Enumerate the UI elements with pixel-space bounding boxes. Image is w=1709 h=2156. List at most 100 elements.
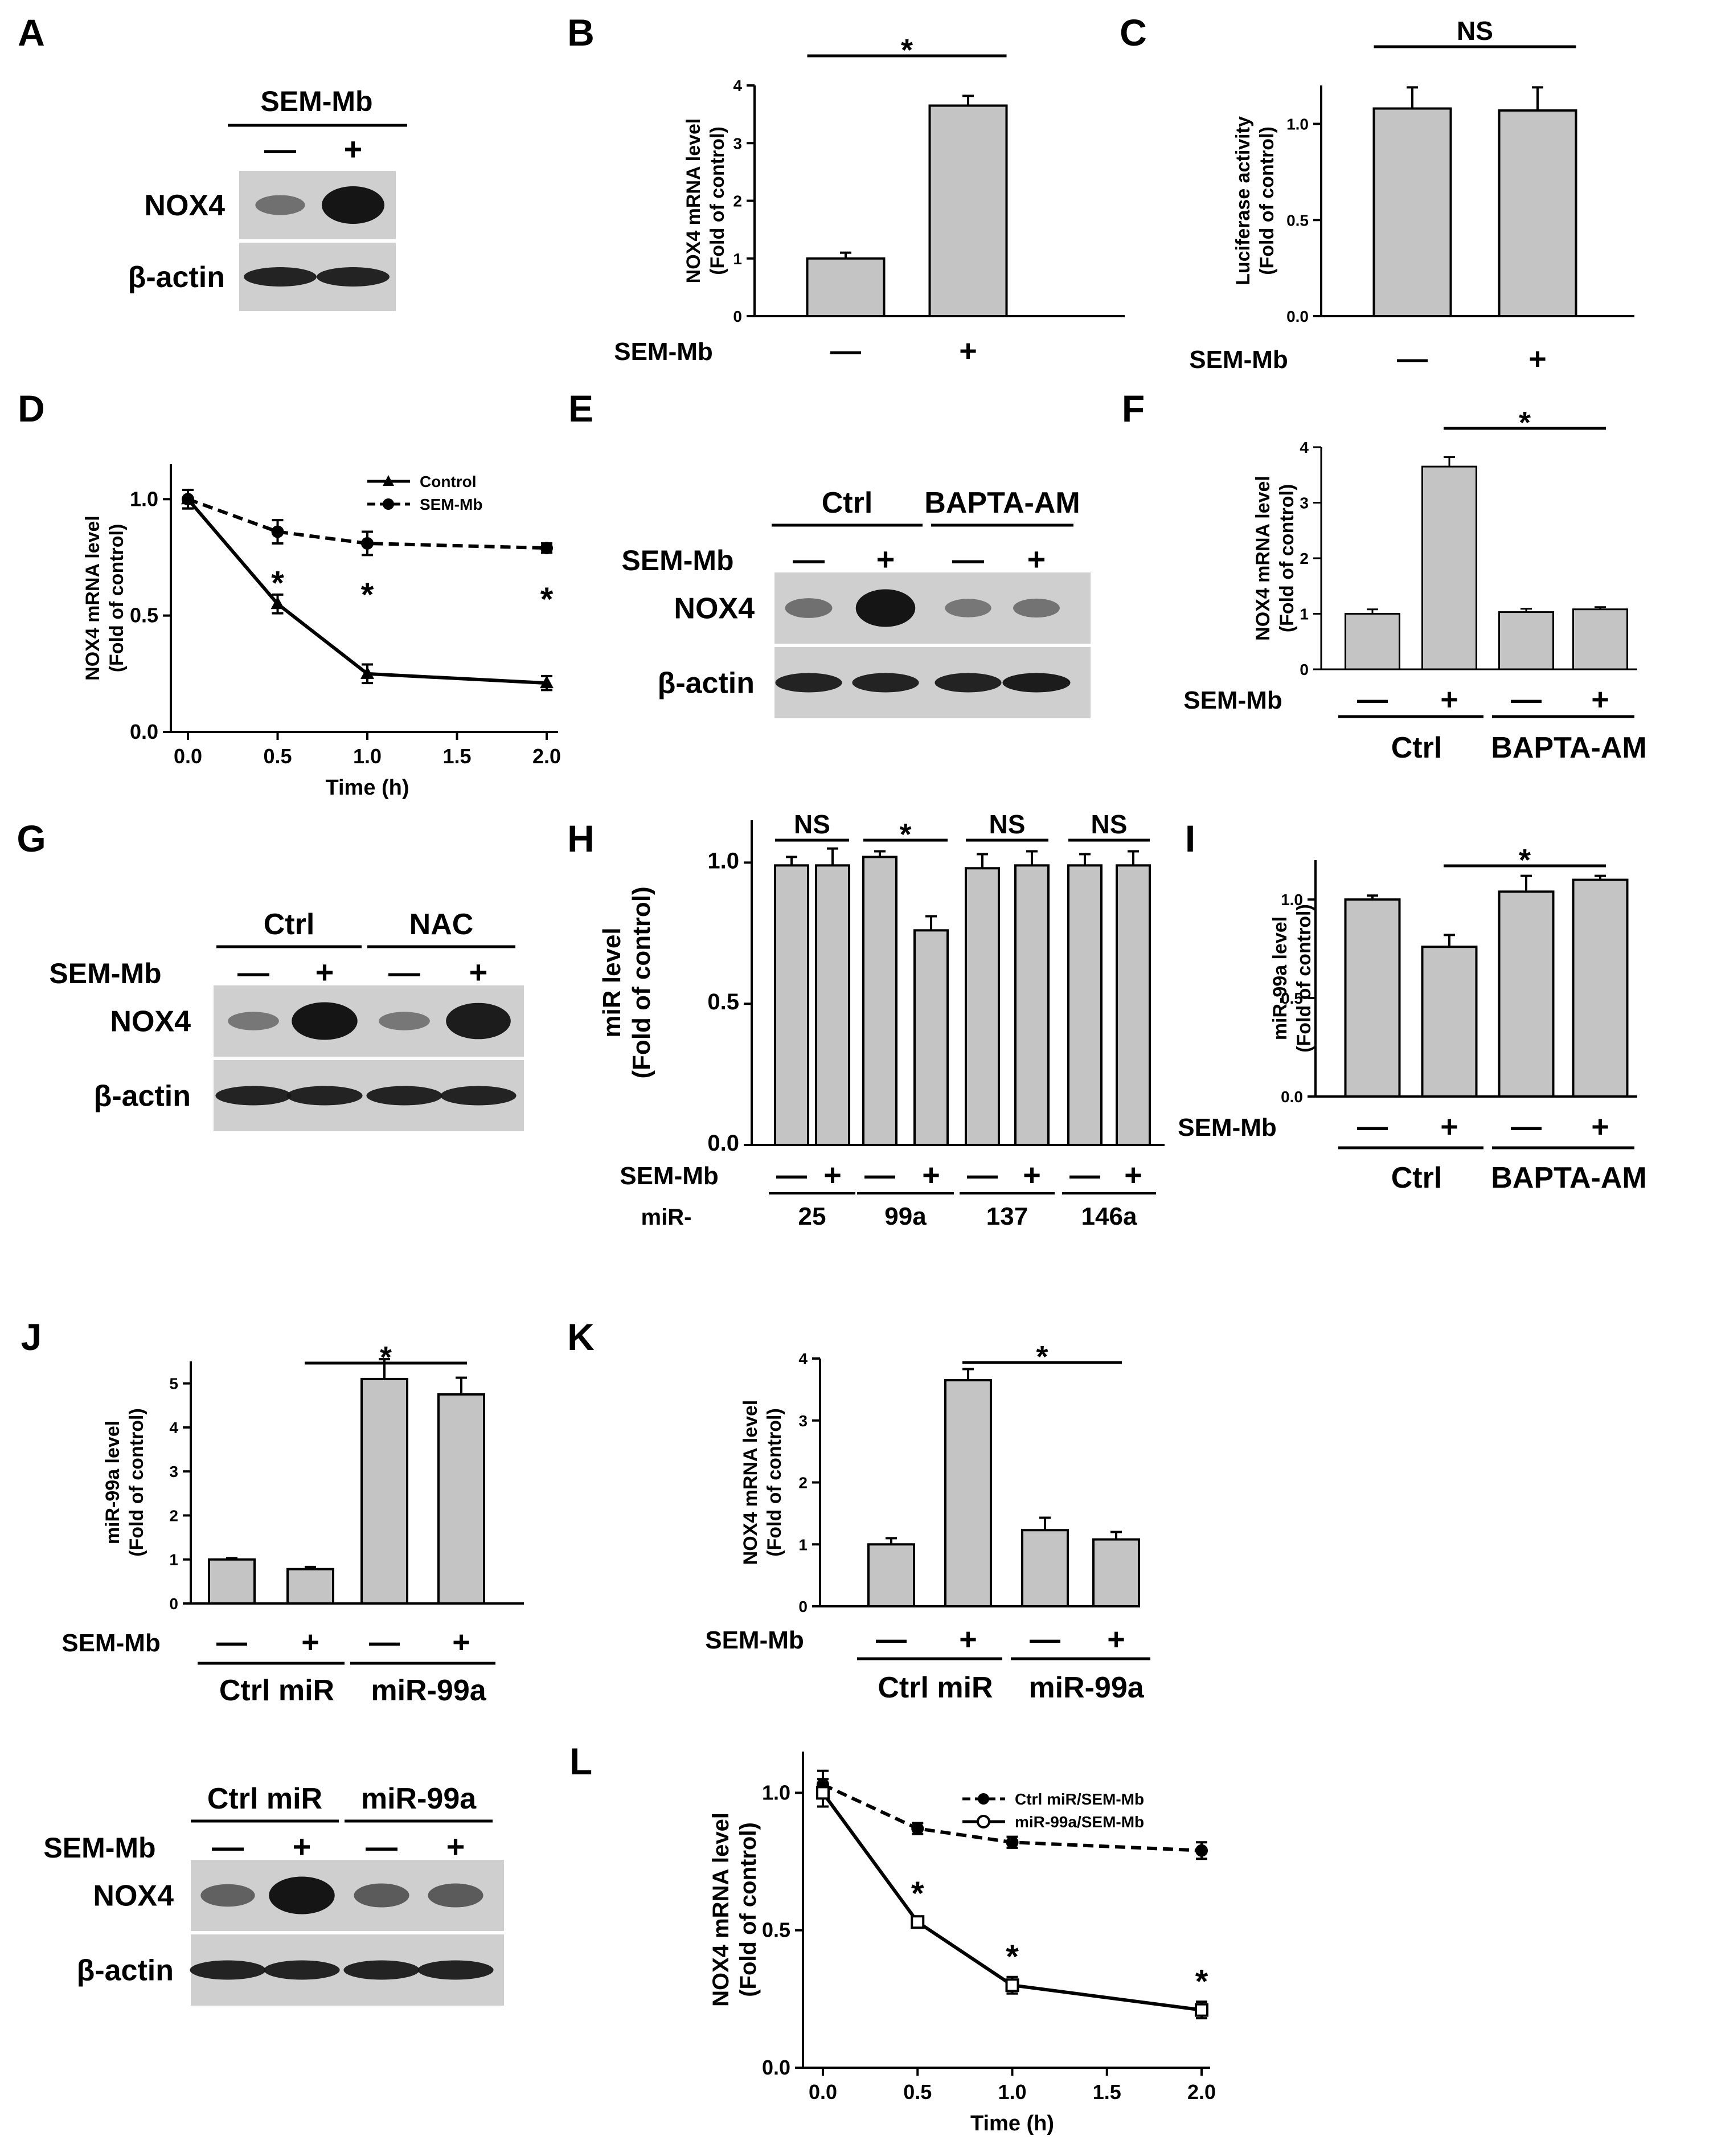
- point-l-1-3: [1195, 2003, 1208, 2017]
- treatment-label-f: SEM-Mb: [1183, 686, 1282, 714]
- ylabel-line1-d: NOX4 mRNA level: [82, 516, 104, 681]
- blot-band-j2-0-1: [269, 1876, 335, 1914]
- legend-marker-d-0: [383, 475, 394, 486]
- blot-band-g-0-1: [292, 1002, 358, 1040]
- blot-band-e-0-3: [1013, 598, 1060, 618]
- bar-h-5: [1014, 864, 1050, 1146]
- sig-label-h-3: NS: [1091, 809, 1128, 839]
- bar-b-0: [806, 257, 886, 317]
- blot-band-a-0-1: [322, 186, 384, 224]
- sig-label-c-0: NS: [1457, 16, 1493, 46]
- blot-band-a-1-1: [317, 267, 390, 287]
- ytick-label-d-2: 1.0: [130, 487, 158, 510]
- blot-j2: Ctrl miR miR-99a SEM-Mb — + — + NOX4 β-actin: [43, 1782, 504, 2006]
- ytick-label-i-2: 1.0: [1281, 891, 1303, 909]
- ytick-label-j-2: 2: [169, 1507, 178, 1524]
- blot-lane-g-1: +: [315, 954, 334, 990]
- legend-marker-l-1: [977, 1815, 990, 1828]
- legend-marker-d-1: [383, 498, 394, 510]
- blot-group-g-0: Ctrl: [264, 908, 315, 941]
- ylabel-line2-l: (Fold of control): [736, 1822, 761, 1997]
- ylabel-j: miR-99a level (Fold of control): [102, 1408, 147, 1557]
- panel-letter-k: K: [567, 1316, 595, 1358]
- ylabel-d: NOX4 mRNA level (Fold of control): [82, 516, 128, 681]
- ytick-label-h-0: 0.0: [707, 1131, 739, 1156]
- bar-i-3: [1572, 878, 1629, 1098]
- blot-row-label-g-1: β-actin: [94, 1080, 191, 1113]
- ytick-label-b-2: 2: [733, 193, 742, 210]
- bar-h-1: [815, 864, 850, 1146]
- chart-l: 0.0 0.5 1.0 0.0 0.5 1.0 1.5 2.0 Time (h) NOX4 mRN…: [708, 1752, 1216, 2135]
- treatment-h-5: +: [1023, 1158, 1041, 1192]
- sig-label-j-0: *: [380, 1340, 392, 1374]
- point-d-0-1: [271, 596, 285, 609]
- blot-band-g-0-2: [379, 1012, 430, 1030]
- bar-j-3: [437, 1393, 485, 1605]
- ytick-label-k-3: 3: [798, 1412, 808, 1430]
- blot-band-g-0-3: [446, 1003, 511, 1040]
- blot-band-e-0-0: [785, 598, 833, 618]
- blot-lane-e-0: —: [793, 541, 825, 577]
- blot-lane-g-3: +: [469, 954, 488, 990]
- blot-band-j2-0-0: [200, 1884, 255, 1907]
- point-d-0-2: [360, 666, 374, 679]
- blot-lane-e-1: +: [876, 541, 895, 577]
- point-d-0-3: [540, 676, 554, 689]
- blot-group-e-1: BAPTA-AM: [924, 486, 1080, 519]
- blot-row-label-e-1: β-actin: [658, 667, 755, 700]
- bar-b-1: [928, 104, 1008, 317]
- point-l-0-3: [1195, 1844, 1208, 1857]
- legend-label-d-0: Control: [420, 473, 477, 490]
- treatment-label-c: SEM-Mb: [1189, 346, 1288, 374]
- star-l-2: *: [1195, 1963, 1208, 2000]
- point-d-1-3: [540, 542, 553, 555]
- legend-label-l-1: miR-99a/SEM-Mb: [1015, 1813, 1144, 1831]
- treatment-k-3: +: [1107, 1622, 1125, 1656]
- blot-group-j2-1: miR-99a: [361, 1782, 477, 1815]
- treatment-f-0: —: [1357, 682, 1388, 717]
- blot-treatment-label-j2: SEM-Mb: [43, 1832, 155, 1864]
- blot-row-label-a-0: NOX4: [144, 189, 225, 222]
- treatment-label-h: SEM-Mb: [620, 1162, 719, 1190]
- ytick-label-l-1: 0.5: [762, 1918, 790, 1942]
- ylabel-i: miR-99a level (Fold of control): [1269, 904, 1315, 1053]
- panel-letter-g: G: [17, 817, 46, 860]
- treatment-b-1: +: [959, 334, 977, 368]
- sig-label-f-0: *: [1519, 406, 1531, 440]
- ylabel-line2-i: (Fold of control): [1293, 904, 1315, 1053]
- panel-letter-e: E: [568, 387, 593, 429]
- panel-letter-d: D: [18, 387, 45, 429]
- ytick-label-c-0: 0.0: [1286, 308, 1309, 325]
- star-d-0: *: [271, 565, 284, 602]
- ytick-label-j-4: 4: [169, 1419, 178, 1437]
- ytick-label-j-5: 5: [169, 1375, 178, 1393]
- blot-band-g-1-2: [366, 1086, 442, 1106]
- legend-marker-l-0: [978, 1793, 989, 1805]
- blot-lane-g-0: —: [237, 954, 269, 990]
- group-label-h-1: 99a: [884, 1202, 927, 1230]
- blot-treatment-label-g: SEM-Mb: [49, 958, 161, 989]
- ylabel-line2-c: (Fold of control): [1256, 126, 1278, 275]
- sig-label-i-0: *: [1519, 843, 1531, 877]
- point-l-0-2: [1006, 1836, 1019, 1849]
- ytick-label-f-4: 4: [1300, 439, 1309, 456]
- xtick-label-l-4: 2.0: [1187, 2080, 1216, 2104]
- ytick-label-j-0: 0: [169, 1595, 178, 1613]
- blot-a: SEM-Mb — + NOX4 β-actin: [128, 85, 407, 311]
- ylabel-b: NOX4 mRNA level (Fold of control): [683, 118, 728, 284]
- blot-band-j2-1-1: [264, 1960, 340, 1980]
- ytick-label-k-4: 4: [798, 1350, 808, 1368]
- xtick-label-d-3: 1.5: [442, 744, 471, 768]
- ytick-label-k-1: 1: [798, 1536, 808, 1553]
- ylabel-line2-f: (Fold of control): [1276, 484, 1298, 633]
- blot-lane-e-3: +: [1027, 541, 1046, 577]
- group-label-j-1: miR-99a: [371, 1674, 486, 1707]
- treatment-i-0: —: [1357, 1110, 1388, 1144]
- ytick-label-b-3: 3: [733, 134, 742, 152]
- panel-letter-b: B: [567, 11, 595, 54]
- ytick-label-k-2: 2: [798, 1474, 808, 1492]
- group-label-k-1: miR-99a: [1028, 1671, 1144, 1704]
- ytick-label-b-0: 0: [733, 308, 742, 325]
